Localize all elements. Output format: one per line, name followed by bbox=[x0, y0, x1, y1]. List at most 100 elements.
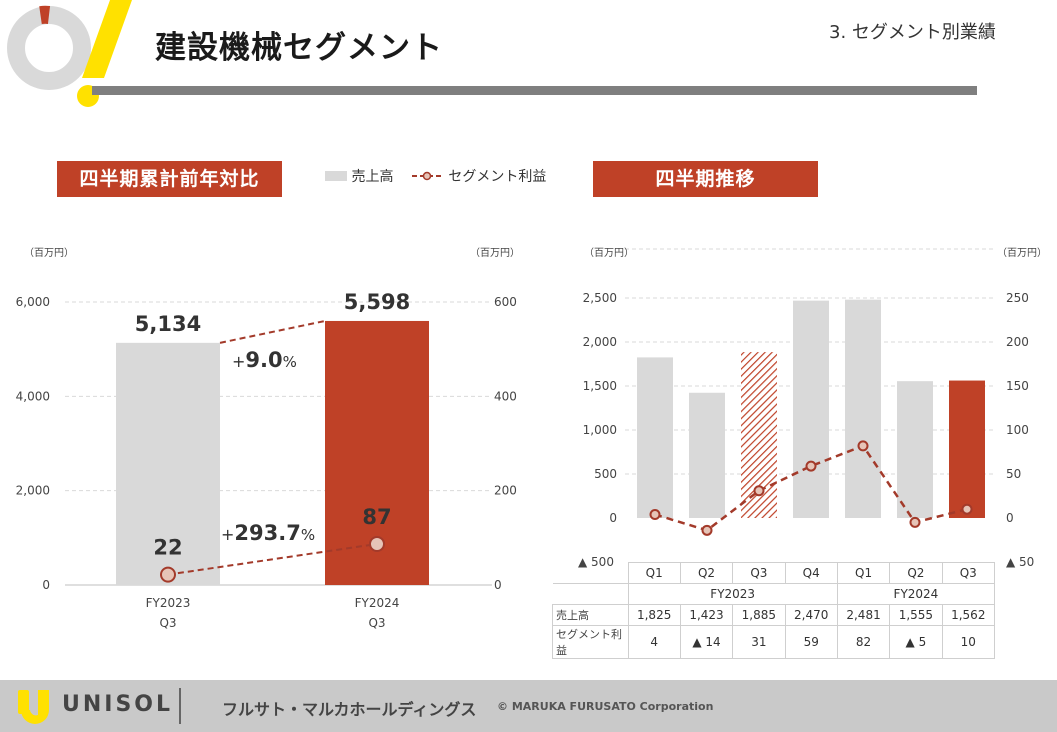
y-tick-label-right: 100 bbox=[1006, 423, 1029, 437]
bar-sales bbox=[897, 381, 933, 518]
point-profit bbox=[961, 503, 973, 515]
table-cell-profit: 10 bbox=[941, 625, 996, 659]
table-cell-quarter: Q3 bbox=[732, 562, 786, 584]
data-label-profit: 87 bbox=[362, 505, 391, 529]
table-row-sales: 売上高 1,825 1,423 1,885 2,470 2,481 1,555 … bbox=[552, 604, 996, 626]
left-unit-right: （百万円） bbox=[470, 248, 520, 259]
y-tick-label-right: 150 bbox=[1006, 379, 1029, 393]
table-row-label: セグメント利益 bbox=[552, 625, 629, 659]
x-tick-label: FY2024 bbox=[355, 596, 400, 610]
y-tick-label-left: 6,000 bbox=[16, 295, 50, 309]
bar-sales bbox=[637, 357, 673, 518]
footer: UNISOL フルサト・マルカホールディングス © MARUKA FURUSAT… bbox=[0, 680, 1057, 732]
y-tick-label-left: 1,500 bbox=[583, 379, 617, 393]
table-row-quarters: Q1 Q2 Q3 Q4 Q1 Q2 Q3 bbox=[552, 562, 996, 584]
table-cell-sales: 1,885 bbox=[732, 604, 786, 626]
x-tick-label: FY2023 bbox=[146, 596, 191, 610]
y-tick-label-left: 2,000 bbox=[583, 335, 617, 349]
yellow-slash bbox=[82, 0, 132, 78]
y-tick-label-right: 0 bbox=[1006, 511, 1014, 525]
yoy-profit-annotation: +293.7% bbox=[221, 521, 316, 545]
table-row-profit: セグメント利益 4 ▲ 14 31 59 82 ▲ 5 10 bbox=[552, 625, 996, 659]
table-cell-profit: ▲ 5 bbox=[889, 625, 943, 659]
table-cell-sales: 1,825 bbox=[627, 604, 681, 626]
footer-copyright: © MARUKA FURUSATO Corporation bbox=[497, 700, 714, 713]
bar-sales bbox=[793, 300, 829, 518]
legend: 売上高 セグメント利益 bbox=[325, 166, 546, 188]
table-cell-profit: 59 bbox=[784, 625, 838, 659]
data-label-sales: 5,134 bbox=[135, 312, 201, 336]
y-tick-label-right: 250 bbox=[1006, 291, 1029, 305]
y-tick-label-left: 2,500 bbox=[583, 291, 617, 305]
point-profit bbox=[909, 516, 921, 528]
table-cell-sales: 1,562 bbox=[941, 604, 996, 626]
table-cell-profit: 82 bbox=[836, 625, 891, 659]
page-title: 建設機械セグメント bbox=[155, 30, 443, 66]
point-profit bbox=[701, 524, 713, 536]
footer-divider bbox=[179, 688, 181, 724]
sales-growth-connector bbox=[219, 319, 326, 344]
table-cell-sales: 2,481 bbox=[836, 604, 891, 626]
table-cell-quarter: Q4 bbox=[784, 562, 838, 584]
bar-sales bbox=[116, 342, 220, 585]
point-profit bbox=[857, 440, 869, 452]
table-cell-sales: 2,470 bbox=[784, 604, 838, 626]
header-rule bbox=[92, 86, 977, 95]
y-tick-label-right: 50 bbox=[1006, 467, 1021, 481]
quarterly-trend-chart: 0 500 1,000 1,500 2,000 2,500 0 50 100 150 200 250 bbox=[583, 248, 1029, 536]
legend-sales-label: 売上高 bbox=[351, 169, 394, 185]
y-tick-label-left: 1,000 bbox=[583, 423, 617, 437]
y-tick-label-left: 2,000 bbox=[16, 484, 50, 498]
right-unit-right: （百万円） bbox=[997, 248, 1047, 259]
table-cell-quarter: Q1 bbox=[627, 562, 681, 584]
header-decoration bbox=[7, 0, 977, 107]
x-tick-label: Q3 bbox=[159, 616, 176, 630]
table-cell-profit: ▲ 14 bbox=[679, 625, 734, 659]
table-cell-profit: 4 bbox=[627, 625, 681, 659]
yoy-sales-annotation: +9.0% bbox=[232, 348, 297, 372]
point-profit bbox=[805, 460, 817, 472]
y-tick-label-right: 400 bbox=[494, 389, 517, 403]
table-cell-sales: 1,555 bbox=[889, 604, 943, 626]
unisol-logo-icon bbox=[18, 690, 49, 724]
footer-brand: UNISOL bbox=[62, 692, 174, 717]
table-cell-quarter: Q1 bbox=[836, 562, 891, 584]
bar-sales bbox=[949, 380, 985, 518]
legend-sales-swatch bbox=[325, 171, 347, 181]
y-tick-label-left: 500 bbox=[594, 467, 617, 481]
y-tick-label-right: 200 bbox=[494, 484, 517, 498]
ytd-comparison-chart: 0 2,000 4,000 6,000 0 200 400 600 5,134 FY2023 Q3 5… bbox=[16, 290, 517, 630]
legend-profit-icon bbox=[411, 171, 442, 181]
legend-profit-label: セグメント利益 bbox=[448, 169, 547, 185]
footer-company: フルサト・マルカホールディングス bbox=[222, 700, 477, 719]
table-row-years: FY2023 FY2024 bbox=[552, 583, 996, 605]
y-tick-label-left: 0 bbox=[42, 578, 50, 592]
right-neg-right-label: ▲ 50 bbox=[1006, 555, 1035, 569]
point-profit bbox=[160, 566, 176, 583]
table-cell-sales: 1,423 bbox=[679, 604, 734, 626]
point-profit bbox=[369, 535, 385, 552]
bar-sales bbox=[689, 392, 725, 518]
x-tick-label: Q3 bbox=[368, 616, 385, 630]
data-label-profit: 22 bbox=[153, 536, 182, 560]
point-profit bbox=[753, 485, 765, 497]
point-profit bbox=[649, 508, 661, 520]
left-unit-left: （百万円） bbox=[24, 248, 74, 259]
table-cell-year: FY2023 bbox=[627, 583, 838, 605]
table-cell-quarter: Q2 bbox=[679, 562, 734, 584]
series-line-profit bbox=[167, 542, 378, 576]
section-label: 3. セグメント別業績 bbox=[829, 22, 996, 43]
right-panel-tag: 四半期推移 bbox=[593, 161, 818, 197]
data-label-sales: 5,598 bbox=[344, 290, 410, 314]
bar-sales bbox=[845, 299, 881, 518]
table-cell-year: FY2024 bbox=[836, 583, 996, 605]
left-panel-tag: 四半期累計前年対比 bbox=[57, 161, 282, 197]
right-unit-left: （百万円） bbox=[584, 248, 634, 259]
y-tick-label-left: 4,000 bbox=[16, 389, 50, 403]
table-cell-profit: 31 bbox=[732, 625, 786, 659]
table-row-label: 売上高 bbox=[552, 604, 629, 626]
table-cell-quarter: Q3 bbox=[941, 562, 996, 584]
donut-logo-ring bbox=[7, 6, 91, 90]
table-cell-quarter: Q2 bbox=[889, 562, 943, 584]
y-tick-label-left: 0 bbox=[609, 511, 617, 525]
